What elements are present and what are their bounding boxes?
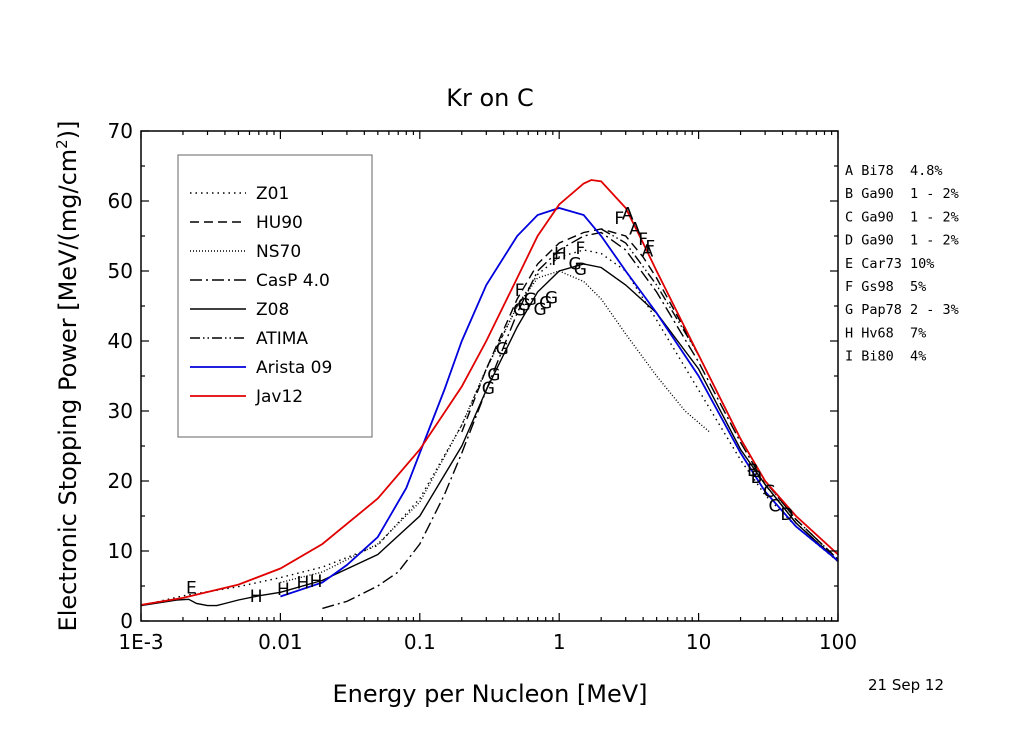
y-axis-label-end: )] [54,121,82,140]
data-marker-h: H [554,245,567,265]
legend-label-arista-09: Arista 09 [256,358,332,378]
y-axis-label: Electronic Stopping Power [MeV/(mg/cm2)] [53,121,82,632]
data-marker-h: H [297,574,310,594]
y-tick-label: 20 [108,469,133,493]
data-marker-f: F [614,209,624,229]
data-marker-g: G [482,379,495,399]
data-marker-g: G [496,340,509,360]
data-marker-b: B [747,461,759,481]
x-tick-label: 0.1 [404,630,436,654]
y-tick-label: 0 [120,609,133,633]
data-marker-g: G [534,300,547,320]
reference-entry: H Hv68 7% [845,325,926,341]
x-tick-label: 1 [553,630,566,654]
legend-box [177,154,373,438]
y-tick-label: 40 [108,329,133,353]
series-line-z01 [141,249,838,607]
legend-label-casp-4-0: CasP 4.0 [256,271,330,291]
data-marker-g: G [539,294,552,314]
series-line-casp-4-0 [322,231,838,610]
legend-label-hu90: HU90 [256,213,303,233]
data-marker-d: D [780,505,793,525]
data-marker-g: G [569,254,582,274]
y-axis: 0 10 20 30 40 50 60 70 [108,119,838,633]
data-marker-g: G [524,290,537,310]
y-axis-label-sup: 2 [53,139,71,149]
reference-entry: G Pap78 2 - 3% [845,302,959,318]
reference-entry: D Ga90 1 - 2% [845,233,959,249]
y-axis-label-main: Electronic Stopping Power [MeV/(mg/cm [54,149,82,632]
x-axis-label: Energy per Nucleon [MeV] [332,680,647,708]
data-marker-b: B [751,468,763,488]
data-marker-g: G [545,289,558,309]
x-axis: 1E-3 0.01 0.1 1 10 100 [118,131,857,654]
x-tick-label: 0.01 [258,630,303,654]
data-marker-f: F [576,239,586,259]
data-marker-f: F [551,250,561,270]
reference-entry: C Ga90 1 - 2% [845,209,959,225]
x-tick-label: 10 [686,630,711,654]
y-tick-label: 60 [108,189,133,213]
chart-date: 21 Sep 12 [868,676,944,694]
reference-entry: B Ga90 1 - 2% [845,186,959,202]
reference-entry: E Car73 10% [845,256,934,272]
data-marker-h: H [250,587,263,607]
data-marker-g: G [487,366,500,386]
legend-label-atima: ATIMA [256,329,308,349]
legend-label-z01: Z01 [256,184,289,204]
y-tick-label: 70 [108,119,133,143]
reference-entry: I Bi80 4% [845,349,926,365]
series-line-arista-09 [280,207,838,598]
data-marker-f: F [645,238,655,258]
reference-entry: F Gs98 5% [845,279,926,295]
data-marker-h: H [310,572,323,592]
series-line-ns70 [280,270,711,584]
legend-label-jav12: Jav12 [255,387,303,407]
series-line-atima [600,228,838,560]
y-tick-label: 50 [108,259,133,283]
series-line-jav12 [141,179,838,606]
series-group [141,179,838,610]
data-marker-g: G [518,296,531,316]
data-marker-c: C [763,482,775,502]
data-marker-g: G [574,260,587,280]
y-tick-label: 10 [108,539,133,563]
reference-list: A Bi78 4.8% B Ga90 1 - 2% C Ga90 1 - 2% D G… [845,163,959,365]
data-marker-e: E [186,578,197,598]
data-marker-a: A [622,205,634,225]
x-tick-label: 1E-3 [118,630,163,654]
data-marker-a: A [642,242,654,262]
chart-title: Kr on C [446,84,534,112]
legend-label-ns70: NS70 [256,242,301,262]
reference-entry: A Bi78 4.8% [845,163,943,179]
legend: Z01 HU90 NS70 CasP 4.0 Z08 ATIMA Arista 09 Jav1… [177,154,373,438]
data-marker-g: G [513,301,526,321]
legend-label-z08: Z08 [256,300,289,320]
data-marker-f: F [515,281,525,301]
y-tick-label: 30 [108,399,133,423]
legend-items: Z01 HU90 NS70 CasP 4.0 Z08 ATIMA Arista 09 Jav1… [190,184,332,407]
x-tick-label: 100 [819,630,857,654]
data-marker-a: A [629,219,641,239]
data-marker-f: F [638,230,648,250]
series-line-z08 [141,263,838,607]
data-marker-c: C [768,497,780,517]
data-marker-h: H [277,580,290,600]
